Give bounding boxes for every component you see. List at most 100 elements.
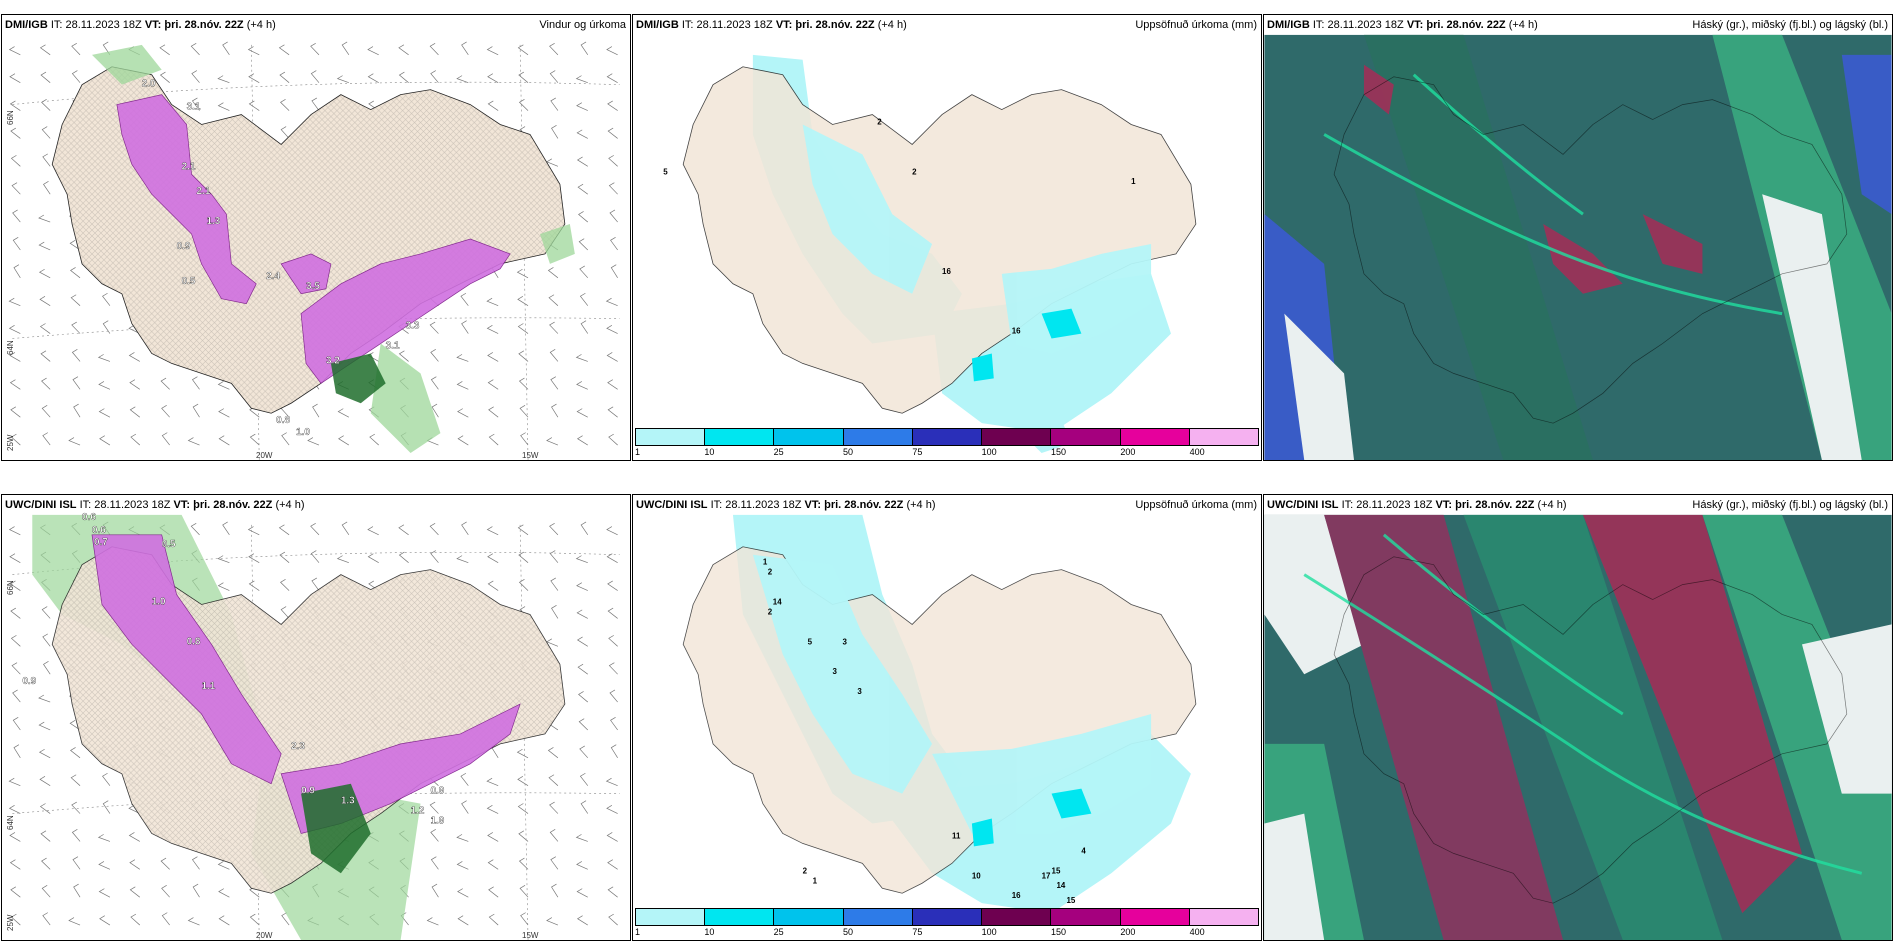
wind-barb xyxy=(610,717,618,731)
precip-value-label: 11 xyxy=(952,831,961,840)
model-name: UWC/DINI ISL xyxy=(5,499,77,511)
wind-barb xyxy=(10,406,21,418)
precip-value-label: 1 xyxy=(1131,177,1136,186)
wind-barb xyxy=(128,832,140,842)
lon-label-20w: 20W xyxy=(256,931,273,940)
wind-barb xyxy=(13,744,21,759)
colorbar-ticks: 1 10 25 50 75 100 150 200 400 xyxy=(635,926,1259,937)
wind-barb xyxy=(580,800,589,814)
wind-barb xyxy=(550,856,559,870)
wind-barb xyxy=(9,352,21,362)
wind-barb xyxy=(429,801,439,814)
wind-value-label: 2.1 xyxy=(182,161,196,172)
wind-barb xyxy=(218,888,230,898)
cloud-cover-map xyxy=(1264,34,1892,460)
wind-value-label: 2.4 xyxy=(266,271,280,282)
panel-dmi-precip: DMI/IGB IT: 28.11.2023 18Z VT: þri. 28.n… xyxy=(632,14,1262,461)
wind-barb xyxy=(456,381,469,390)
wind-barb xyxy=(41,606,51,619)
wind-barb xyxy=(280,606,290,619)
wind-barb xyxy=(518,350,529,362)
wind-barb xyxy=(486,526,499,536)
wind-barb xyxy=(398,71,409,83)
panel-header: UWC/DINI ISL IT: 28.11.2023 18Z VT: þri.… xyxy=(1264,495,1892,519)
wind-barb xyxy=(279,579,290,591)
colorbar-tick-label: 200 xyxy=(1120,447,1136,457)
wind-barb xyxy=(579,292,589,306)
wind-barb xyxy=(190,42,200,56)
wind-barb xyxy=(38,748,51,759)
wind-barb xyxy=(551,403,559,418)
lead-time: (+4 h) xyxy=(877,19,907,31)
wind-barb xyxy=(311,577,320,591)
wind-value-label: 0.6 xyxy=(92,525,106,536)
wind-barb xyxy=(487,859,499,870)
lead-time: (+4 h) xyxy=(275,499,305,511)
wind-barb xyxy=(40,830,51,842)
wind-barb xyxy=(11,662,21,675)
wind-barb xyxy=(608,635,618,647)
model-name: UWC/DINI ISL xyxy=(1267,499,1339,511)
precip-value-label: 14 xyxy=(773,598,782,607)
colorbar-tick-label: 1 xyxy=(635,927,641,937)
wind-barb xyxy=(398,551,409,563)
wind-barb xyxy=(486,805,499,814)
wind-barb xyxy=(281,432,290,446)
colorbar-tick-label: 200 xyxy=(1120,927,1136,937)
wind-value-label: 3.5 xyxy=(306,281,320,292)
wind-barb xyxy=(39,44,51,56)
colorbar-swatch xyxy=(1051,429,1121,445)
wind-barb xyxy=(247,46,260,56)
wind-barb xyxy=(161,885,170,898)
wind-barb xyxy=(310,550,320,563)
wind-barb xyxy=(341,41,350,56)
wind-barb xyxy=(488,406,499,418)
wind-barb xyxy=(279,99,290,111)
wind-barb xyxy=(429,522,439,536)
colorbar-swatch xyxy=(705,909,775,925)
wind-barb xyxy=(12,237,21,251)
wind-barb xyxy=(549,828,559,842)
colorbar-tick-label: 50 xyxy=(843,927,854,937)
wind-barb xyxy=(280,126,290,139)
wind-barb xyxy=(9,100,21,111)
wind-barb xyxy=(607,886,618,898)
wind-barb xyxy=(608,155,618,167)
wind-barb xyxy=(551,605,559,619)
wind-barb xyxy=(161,405,170,418)
wind-barb xyxy=(486,325,499,334)
wind-barb xyxy=(549,321,559,334)
wind-barb xyxy=(218,435,230,446)
panel-header: DMI/IGB IT: 28.11.2023 18Z VT: þri. 28.n… xyxy=(633,15,1261,39)
colorbar-swatch xyxy=(1120,909,1190,925)
wind-barb xyxy=(191,97,200,111)
wind-barb xyxy=(398,524,409,536)
wind-barb xyxy=(608,662,618,675)
wind-barb xyxy=(610,264,618,279)
wind-barb xyxy=(367,553,379,563)
precip-shading xyxy=(116,94,511,384)
wind-value-label: 2.3 xyxy=(291,741,305,752)
wind-barb xyxy=(307,437,320,446)
wind-barb xyxy=(575,354,588,362)
wind-barb xyxy=(39,296,51,306)
wind-barb xyxy=(606,805,618,814)
wind-barb xyxy=(578,238,589,251)
wind-barb xyxy=(70,774,81,786)
wind-barb xyxy=(607,580,618,591)
wind-barb xyxy=(607,379,618,390)
lat-label-66n: 66N xyxy=(6,580,15,595)
wind-value-label: 0.5 xyxy=(162,539,176,550)
colorbar-tick-label: 10 xyxy=(704,927,715,937)
wind-barb xyxy=(160,377,170,390)
colorbar-tick-label: 100 xyxy=(981,447,997,457)
colorbar-swatches xyxy=(635,428,1259,446)
wind-barb xyxy=(41,126,51,139)
wind-value-label: 0.6 xyxy=(82,512,96,523)
wind-barb xyxy=(102,320,111,334)
wind-barb xyxy=(461,41,469,56)
colorbar-tick-label: 50 xyxy=(843,447,854,457)
wind-barb xyxy=(576,156,588,167)
wind-barb xyxy=(98,381,111,390)
precip-value-label: 2 xyxy=(768,568,773,577)
